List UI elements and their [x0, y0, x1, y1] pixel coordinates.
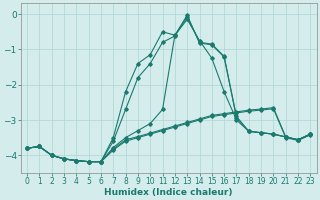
X-axis label: Humidex (Indice chaleur): Humidex (Indice chaleur) — [104, 188, 233, 197]
